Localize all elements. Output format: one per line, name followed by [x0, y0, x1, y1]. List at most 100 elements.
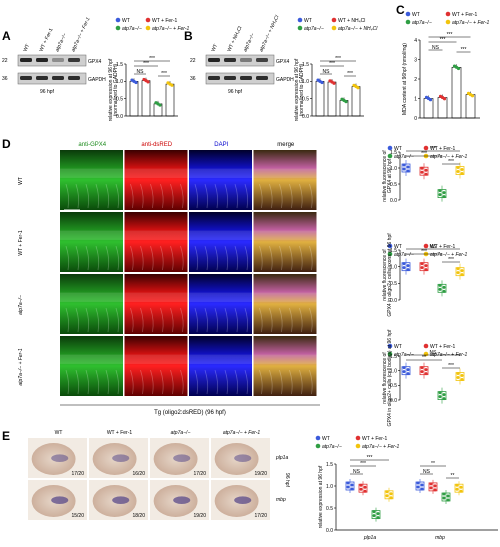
data-point [134, 80, 138, 85]
gpx4-band [68, 58, 80, 62]
data-point [438, 287, 442, 291]
spinal-cord-band [189, 354, 252, 364]
y-tick-label: 1 [414, 96, 417, 102]
y-tick-label: 0 [414, 116, 417, 122]
myotome-stripe [95, 183, 100, 209]
myotome-stripe [180, 369, 184, 395]
legend-label: WT [322, 436, 330, 442]
stage-label: 96 hpf [284, 473, 290, 488]
micrograph-tile [253, 212, 317, 272]
data-point [402, 163, 406, 167]
y-tick-label: 0.0 [390, 198, 397, 204]
gpx4-band [240, 58, 252, 62]
myotome-stripe [259, 183, 263, 209]
myotome-stripe [115, 369, 120, 395]
myotome-stripe [85, 245, 90, 271]
band-gpx4: GPX4 [88, 59, 102, 65]
myotome-stripe [130, 307, 134, 333]
myotome-stripe [65, 307, 70, 333]
spinal-cord-band [124, 230, 188, 240]
data-point [346, 481, 350, 485]
panel-d-micrographs: anti-GPX4 anti-dsRED DAPI merge WT WT + Fer-1… [18, 142, 317, 396]
y-axis-label: GPX4 in oligo2+ cells (cell bodies) at 9… [387, 329, 393, 426]
legend-label: WT [394, 344, 402, 350]
myotome-stripe [309, 369, 313, 395]
legend-label: WT [394, 244, 402, 250]
staining [173, 454, 191, 462]
row-label: atp7a−/− [18, 295, 24, 315]
micrograph-tile [253, 150, 317, 210]
data-point [442, 496, 446, 500]
data-point [420, 366, 424, 370]
sig-label: *** [447, 32, 453, 38]
y-tick-label: 0.0 [302, 114, 309, 120]
data-point [442, 195, 446, 199]
y-tick-label: 0.5 [116, 96, 123, 102]
gapdh-band [52, 76, 64, 80]
y-tick-label: 1.5 [390, 150, 397, 156]
sig-label: *** [143, 61, 149, 67]
data-point [402, 167, 406, 171]
legend-marker [423, 145, 429, 151]
data-point [372, 514, 376, 518]
legend-label: atp7a−/− [394, 252, 414, 258]
myotome-stripe [95, 307, 100, 333]
legend-label: WT [304, 18, 312, 24]
sig-label: *** [430, 146, 436, 152]
bar [327, 81, 337, 117]
legend-marker [115, 25, 121, 31]
myotome-stripe [115, 245, 120, 271]
staining [51, 496, 69, 504]
myotome-stripe [85, 183, 90, 209]
myotome-stripe [204, 245, 209, 271]
myotome-stripe [214, 245, 219, 271]
lane-label: WT + Fer-1 [38, 27, 54, 53]
data-point [363, 489, 367, 493]
legend-marker [387, 145, 393, 151]
legend-label: atp7a−/− [304, 26, 324, 32]
panel-a-chart: WT WT + Fer-1 atp7a−/− atp7a−/− + Fer-1 1.5 1… [108, 17, 190, 121]
myotome-stripe [224, 307, 229, 333]
myotome-stripe [289, 369, 293, 395]
staining [51, 454, 69, 462]
band-gapdh: GAPDH [88, 77, 106, 83]
myotome-stripe [75, 369, 80, 395]
myotome-stripe [194, 307, 199, 333]
data-point [420, 266, 424, 270]
myotome-stripe [279, 369, 283, 395]
myotome-stripe [194, 245, 199, 271]
myotome-stripe [224, 183, 229, 209]
myotome-stripe [180, 183, 184, 209]
lane-label: atp7a−/− [242, 32, 256, 52]
data-point [406, 264, 410, 268]
bar [351, 86, 361, 117]
data-point [170, 83, 174, 87]
data-point [438, 395, 442, 399]
count-label: 19/20 [254, 471, 267, 477]
data-point [460, 172, 464, 176]
staining [173, 496, 191, 504]
y-axis-label: GPX4 at 96 hpf [387, 158, 393, 193]
data-point [442, 97, 447, 101]
legend-label: WT + Fer-1 [430, 146, 456, 152]
myotome-stripe [224, 369, 229, 395]
count-label: 17/20 [193, 471, 206, 477]
myotome-stripe [289, 307, 293, 333]
data-point [320, 80, 324, 85]
data-point [420, 483, 424, 487]
data-point [455, 483, 459, 487]
data-point [460, 378, 464, 382]
kda-bot: 36 [190, 76, 196, 82]
legend-marker [445, 11, 451, 17]
y-tick-label: 0.0 [390, 398, 397, 404]
myotome-stripe [214, 369, 219, 395]
myotome-stripe [150, 307, 154, 333]
myotome-stripe [289, 183, 293, 209]
data-point [456, 170, 460, 174]
column-header: DAPI [214, 142, 228, 148]
legend-marker [387, 343, 393, 349]
gapdh-band [256, 76, 268, 80]
bar [129, 81, 139, 117]
gpx4-band [20, 58, 32, 62]
sig-label: *** [360, 461, 366, 467]
